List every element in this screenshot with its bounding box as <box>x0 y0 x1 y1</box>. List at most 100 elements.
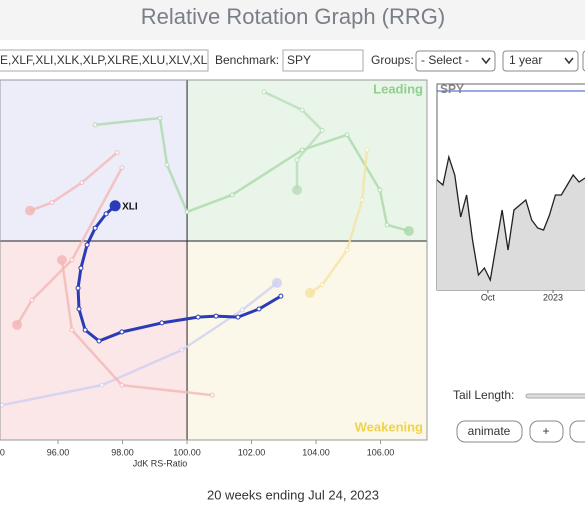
trail-point <box>261 89 267 95</box>
trail-point <box>103 211 109 217</box>
trail-point <box>229 192 235 198</box>
groups-label: Groups: <box>371 53 414 67</box>
trail <box>29 151 118 212</box>
animate-button[interactable] <box>456 420 523 443</box>
x-tick-label: Oct <box>481 292 496 302</box>
benchmark-chart: SPY Oct 2023 <box>436 82 585 302</box>
quadrant-label: Leading <box>373 81 423 96</box>
x-tick-label: 94.00 <box>0 447 5 457</box>
trail-point <box>92 122 98 128</box>
trail-point <box>29 297 35 303</box>
trail-point <box>92 225 98 231</box>
benchmark-text: SPY <box>287 53 311 67</box>
trail-point <box>319 127 325 133</box>
x-tick-label: 106.00 <box>367 447 395 457</box>
trail <box>76 204 282 343</box>
trail-point <box>157 115 163 121</box>
trail-point <box>179 347 185 353</box>
trail-point <box>12 319 23 330</box>
x-axis-label: JdK RS-Ratio <box>133 458 188 468</box>
quadrant-lagging <box>0 240 188 440</box>
x-tick-label: 102.00 <box>238 447 266 457</box>
trail-point <box>114 150 120 156</box>
quadrant-improving <box>0 80 188 241</box>
trail-point <box>403 225 414 236</box>
trail-point <box>239 307 245 313</box>
trail-point <box>294 157 300 163</box>
trail-point <box>377 187 383 193</box>
trail-point <box>82 327 88 333</box>
trail-point <box>24 205 35 216</box>
groups-select[interactable] <box>415 50 496 72</box>
footer-caption: 20 weeks ending Jul 24, 2023 <box>207 487 379 502</box>
trail-point <box>0 402 5 408</box>
trail-point <box>76 306 82 312</box>
trail-point <box>184 209 190 215</box>
symbols-input[interactable] <box>0 49 209 72</box>
mini-title: SPY <box>440 82 464 96</box>
trail-point <box>56 255 67 265</box>
period-select[interactable] <box>502 50 579 72</box>
trail <box>60 259 213 397</box>
x-tick-label: 96.00 <box>47 447 70 457</box>
period-text: 1 year <box>509 53 542 67</box>
x-tick-label: 98.00 <box>111 447 134 457</box>
page-title: Relative Rotation Graph (RRG) <box>141 4 445 29</box>
minus-button[interactable] <box>569 420 585 443</box>
trail-point <box>49 200 55 206</box>
header-bar <box>0 0 585 40</box>
trail-point <box>304 287 315 298</box>
trail-point <box>319 282 325 288</box>
trail-point <box>359 197 365 203</box>
quadrant-weakening <box>187 240 427 440</box>
trail-point <box>119 382 125 388</box>
trail-point <box>384 222 390 228</box>
x-tick-label: 100.00 <box>173 447 201 457</box>
symbols-text: E,XLF,XLI,XLK,XLP,XLRE,XLU,XLV,XL <box>0 53 208 67</box>
plus-button[interactable] <box>529 420 564 443</box>
tail-slider[interactable] <box>525 393 585 399</box>
trail-point <box>256 306 262 312</box>
trail-point <box>278 293 284 299</box>
trail <box>95 116 410 233</box>
quadrant-leading <box>187 80 427 241</box>
trail-point <box>213 313 219 319</box>
x-tick-label: 2023 <box>543 292 563 302</box>
trail-point <box>164 162 170 168</box>
trail-point <box>344 132 350 138</box>
price-area <box>437 157 585 290</box>
trail-point <box>69 327 75 333</box>
quadrant-label: Weakening <box>355 419 423 434</box>
x-tick-label: 104.00 <box>302 447 330 457</box>
rrg-plot: XLI <box>0 80 427 440</box>
benchmark-label: Benchmark: <box>215 53 279 67</box>
dropdown-arrow <box>481 57 491 65</box>
trail-point <box>75 285 81 291</box>
dropdown-arrow <box>564 57 574 65</box>
trail-point <box>364 147 370 153</box>
trail-point <box>159 320 165 326</box>
trail-point <box>78 265 84 271</box>
groups-text: - Select - <box>421 53 469 67</box>
trail-point <box>344 247 350 253</box>
trail-point <box>84 242 90 248</box>
trail-point <box>299 107 305 113</box>
trail-point <box>109 200 121 212</box>
trail-point <box>79 180 85 186</box>
trail-point <box>119 165 125 171</box>
trail-point <box>195 314 201 320</box>
trail <box>16 167 124 326</box>
trail-point <box>96 338 102 344</box>
plot-border <box>0 79 428 441</box>
benchmark-input[interactable] <box>282 49 364 72</box>
trail-point <box>119 329 125 335</box>
trail-point <box>99 382 105 388</box>
button-text: animate <box>468 424 511 438</box>
price-line <box>436 154 585 283</box>
trail-point <box>69 257 75 263</box>
trail-point <box>209 392 215 398</box>
button-text: + <box>542 424 549 438</box>
trail-point <box>272 277 283 288</box>
